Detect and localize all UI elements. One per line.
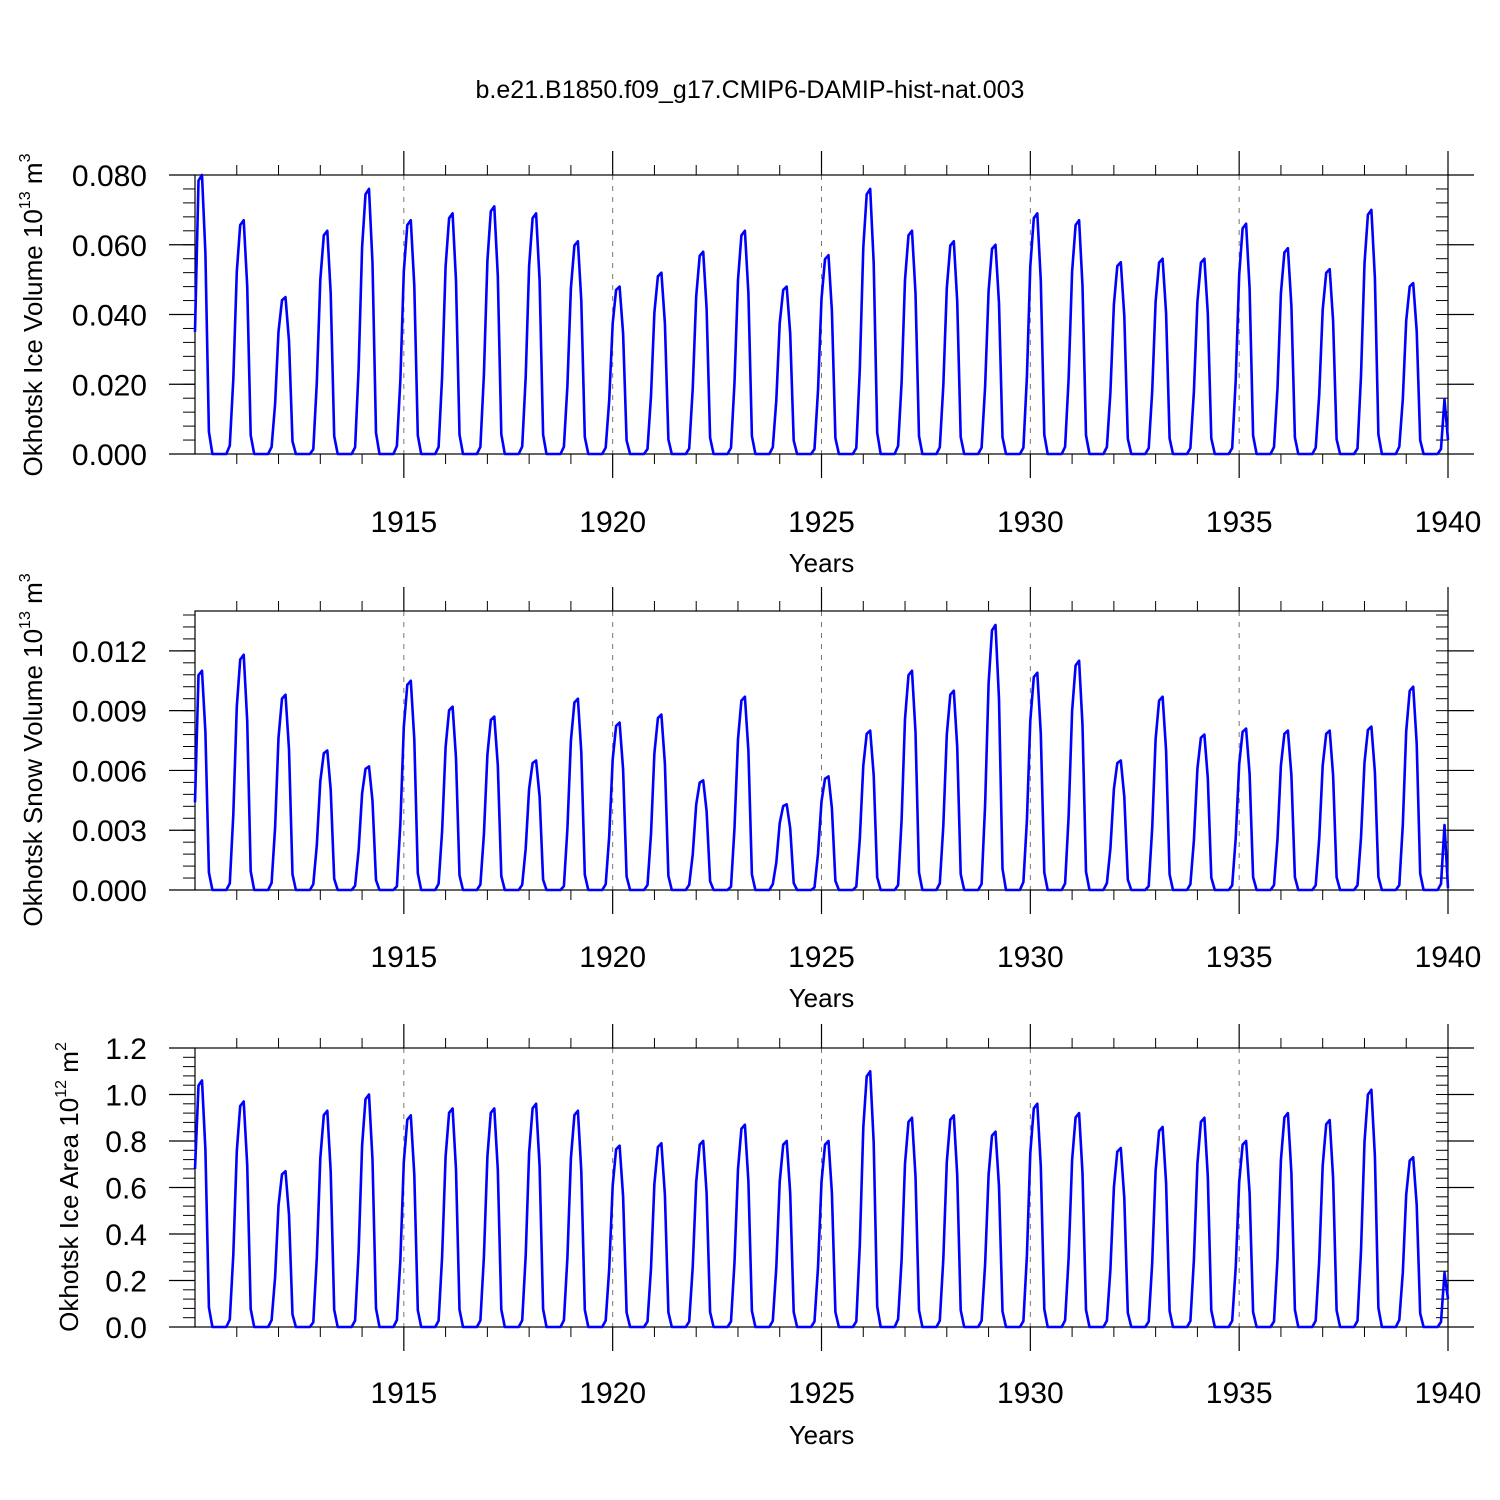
y-tick-label: 0.2: [105, 1266, 147, 1299]
x-axis-label: Years: [789, 983, 855, 1013]
y-axis-label-text: Okhotsk Snow Volume 10: [18, 629, 48, 927]
y-axis-label-exponent: 13: [17, 191, 34, 209]
x-tick-label-1920: 1920: [579, 1377, 646, 1410]
x-tick-label-1935: 1935: [1206, 506, 1273, 539]
y-axis-label: Okhotsk Ice Area 1012 m2: [53, 1042, 84, 1332]
y-axis-label: Okhotsk Snow Volume 1013 m3: [17, 573, 48, 926]
plot-frame: [194, 610, 1449, 891]
x-tick-label-1935: 1935: [1206, 1377, 1273, 1410]
x-axis-label: Years: [789, 548, 855, 578]
y-axis-label-exponent: 13: [17, 611, 34, 629]
y-tick-label: 0.003: [72, 815, 147, 848]
series-line: [193, 623, 1450, 892]
x-tick-label-1940: 1940: [1415, 941, 1482, 974]
y-axis-label-unit: m: [18, 162, 48, 191]
y-axis-label-text: Okhotsk Ice Volume 10: [18, 209, 48, 476]
y-tick-label: 0.8: [105, 1126, 147, 1159]
y-axis-label-unit: m: [18, 582, 48, 611]
x-tick-label-1930: 1930: [997, 941, 1064, 974]
x-tick-label-1940: 1940: [1415, 1377, 1482, 1410]
x-tick-label-1915: 1915: [370, 941, 437, 974]
y-tick-label: 1.0: [105, 1080, 147, 1113]
y-tick-label: 0.040: [72, 300, 147, 333]
y-tick-label: 1.2: [105, 1033, 147, 1066]
x-tick-label-1930: 1930: [997, 1377, 1064, 1410]
y-axis-label-text: Okhotsk Ice Area 10: [54, 1098, 84, 1332]
y-tick-label: 0.012: [72, 636, 147, 669]
y-axis-label-unit: m: [54, 1051, 84, 1080]
x-tick-label-1935: 1935: [1206, 941, 1273, 974]
panel-1: 0.000 0.020 0.040 0.060 0.080 1915 1920 1925 193…: [17, 151, 1481, 578]
panel-2: 0.000 0.003 0.006 0.009 0.012 1915 1920 1925 193…: [17, 573, 1481, 1013]
y-axis-label: Okhotsk Ice Volume 1013 m3: [17, 153, 48, 476]
y-tick-label: 0.4: [105, 1219, 147, 1252]
x-axis-label: Years: [789, 1420, 855, 1450]
chart-title: b.e21.B1850.f09_g17.CMIP6-DAMIP-hist-nat…: [476, 76, 1025, 104]
x-tick-label-1925: 1925: [788, 941, 855, 974]
y-axis-label-exponent: 12: [53, 1080, 70, 1098]
x-tick-label-1920: 1920: [579, 941, 646, 974]
x-tick-label-1940: 1940: [1415, 506, 1482, 539]
y-tick-label: 0.000: [72, 439, 147, 472]
x-tick-label-1915: 1915: [370, 506, 437, 539]
x-tick-label-1915: 1915: [370, 1377, 437, 1410]
plot-frame: [194, 1047, 1449, 1328]
y-tick-label: 0.009: [72, 696, 147, 729]
y-tick-label: 0.006: [72, 755, 147, 788]
y-tick-label: 0.080: [72, 160, 147, 193]
y-tick-label: 0.0: [105, 1312, 147, 1345]
y-tick-label: 0.020: [72, 369, 147, 402]
y-axis-label-unit-exponent: 3: [17, 573, 34, 582]
series-line: [193, 173, 1450, 456]
y-axis-label-unit-exponent: 3: [17, 153, 34, 162]
y-axis-label-unit-exponent: 2: [53, 1042, 70, 1051]
x-tick-label-1925: 1925: [788, 506, 855, 539]
panels: 0.000 0.020 0.040 0.060 0.080 1915 1920 1925 193…: [17, 151, 1481, 1450]
x-tick-label-1920: 1920: [579, 506, 646, 539]
y-tick-label: 0.6: [105, 1173, 147, 1206]
x-tick-label-1925: 1925: [788, 1377, 855, 1410]
panel-3: 0.0 0.2 0.4 0.6 0.8 1.0 1.2 1915 1920 1925 1930 193…: [53, 1024, 1481, 1450]
y-tick-label: 0.060: [72, 230, 147, 263]
y-tick-label: 0.000: [72, 875, 147, 908]
series-line: [193, 1070, 1450, 1329]
x-tick-label-1930: 1930: [997, 506, 1064, 539]
